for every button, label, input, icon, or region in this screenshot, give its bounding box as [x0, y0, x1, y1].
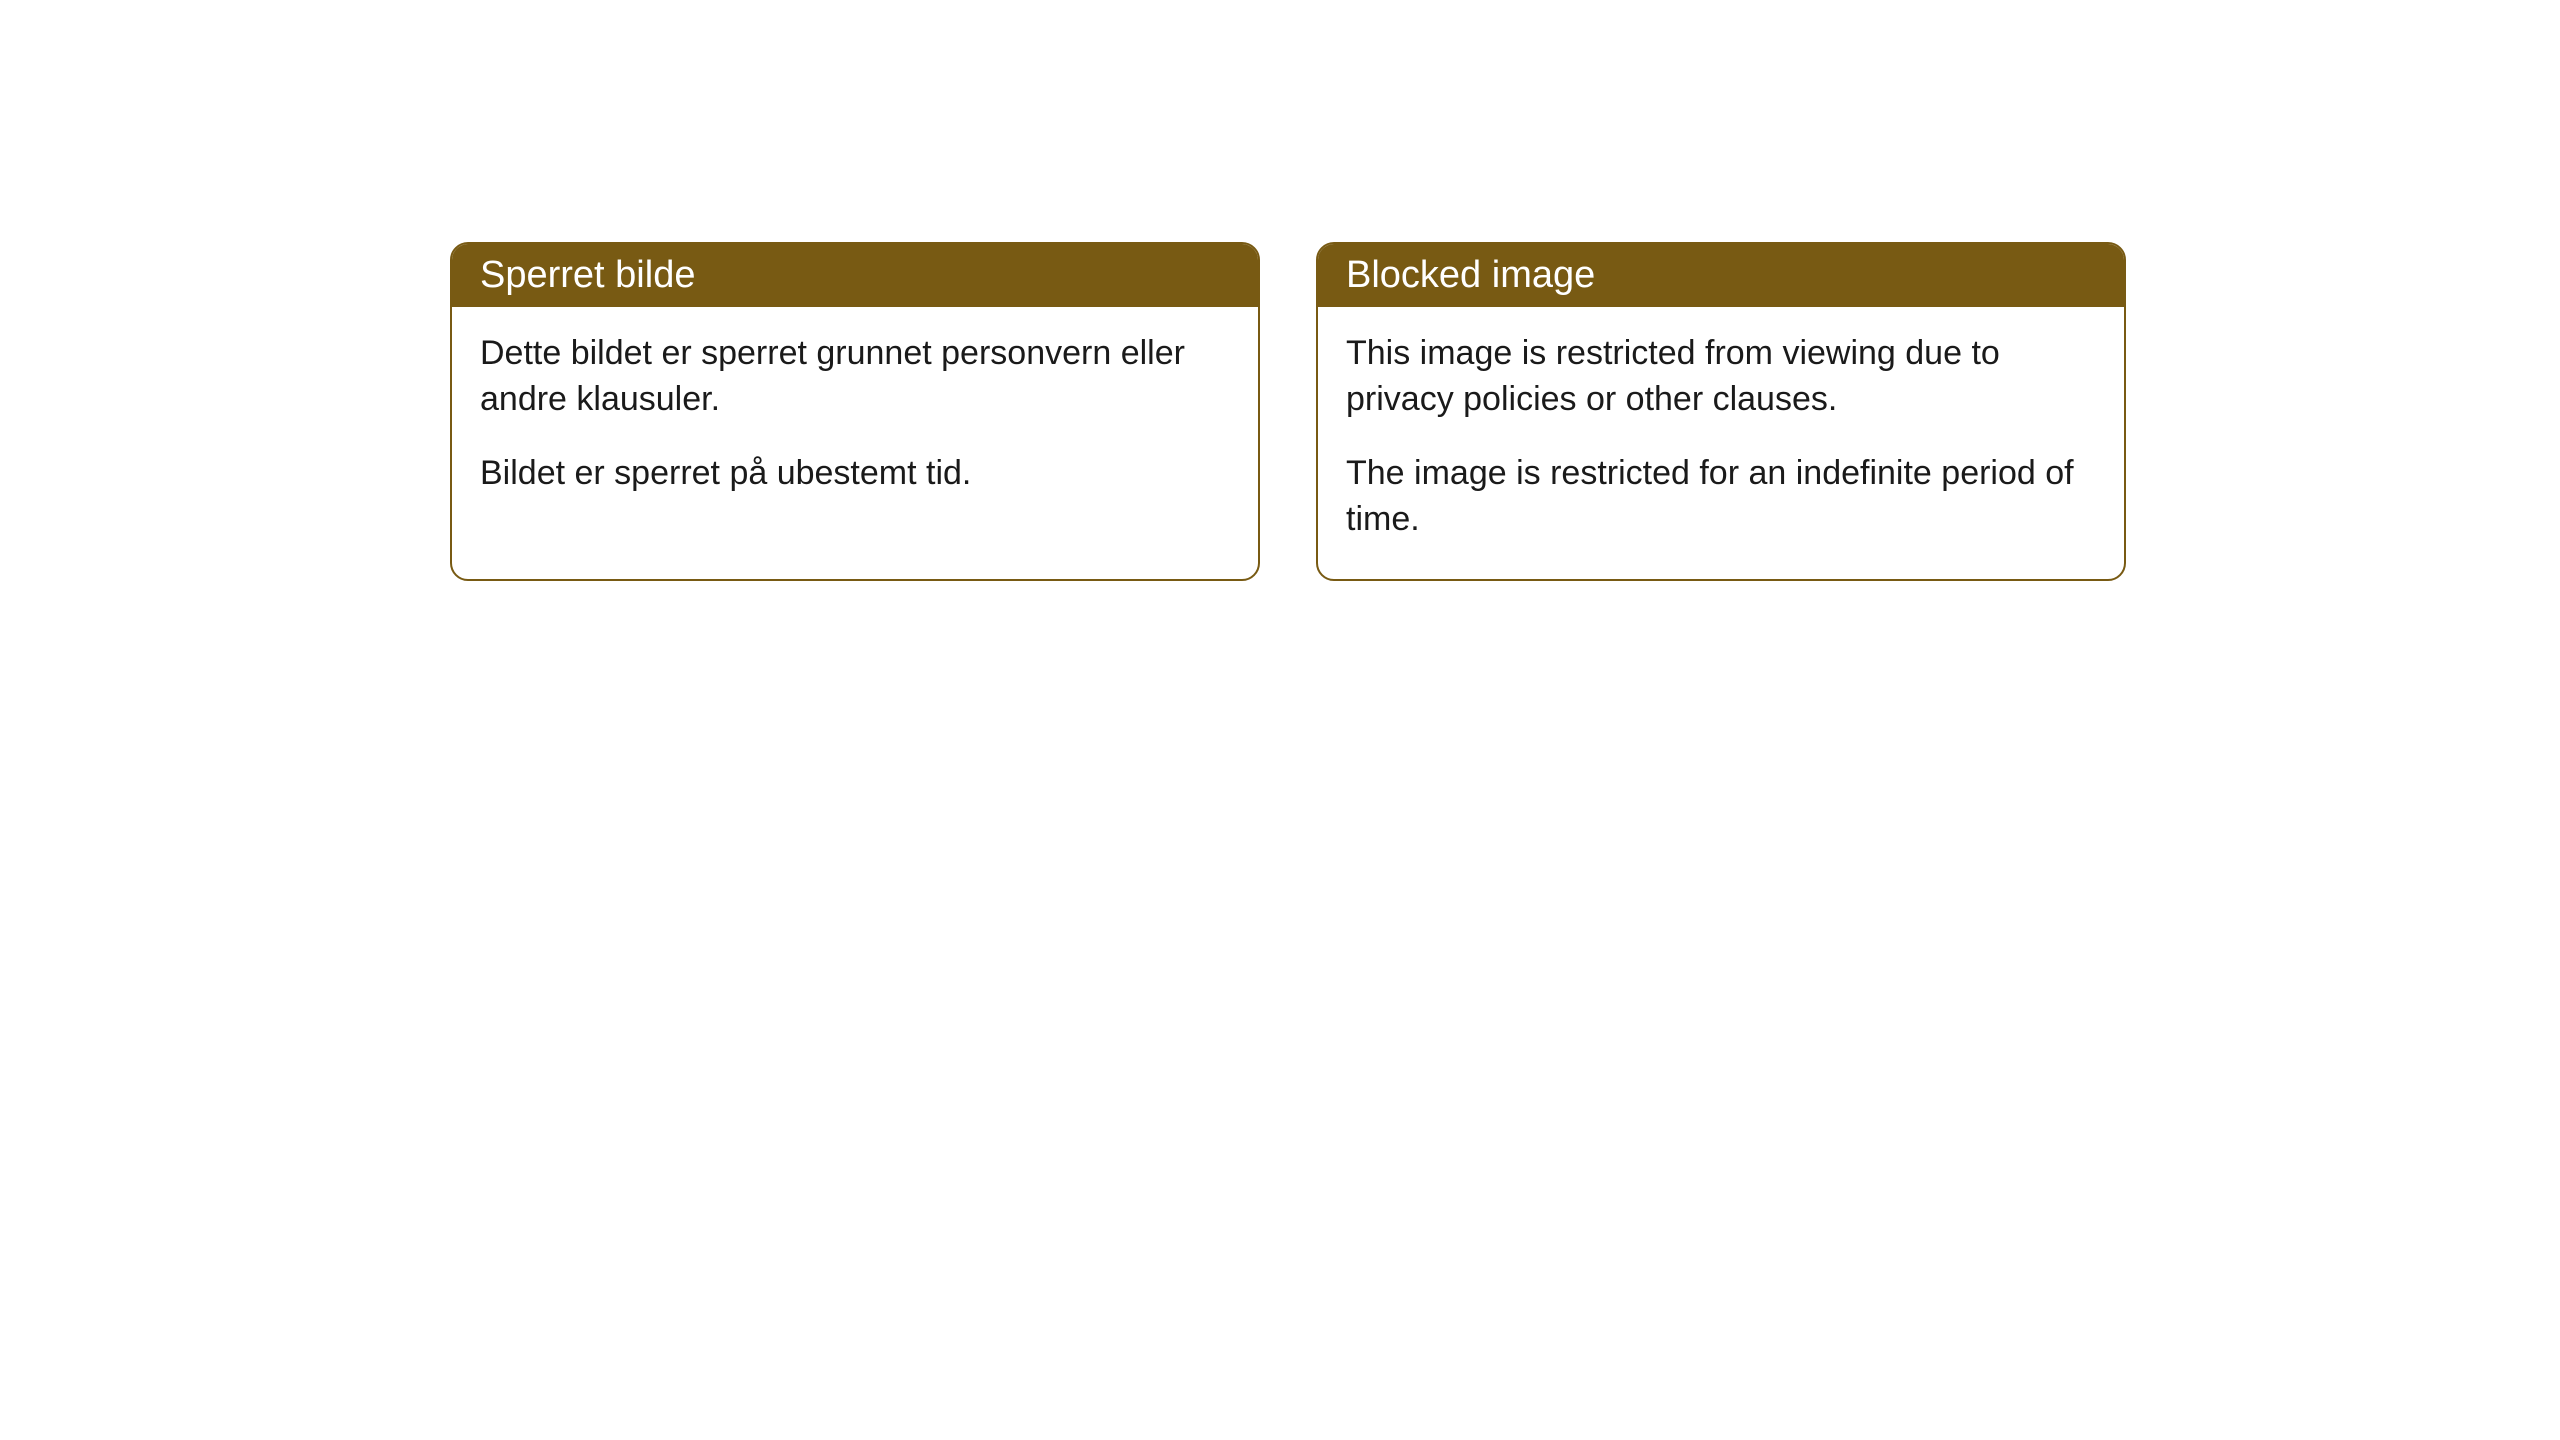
notice-card-english: Blocked image This image is restricted f… [1316, 242, 2126, 581]
card-paragraph-2-english: The image is restricted for an indefinit… [1346, 451, 2096, 543]
card-body-norwegian: Dette bildet er sperret grunnet personve… [452, 307, 1258, 533]
card-title-norwegian: Sperret bilde [480, 254, 695, 296]
card-title-english: Blocked image [1346, 254, 1595, 296]
notice-container: Sperret bilde Dette bildet er sperret gr… [0, 0, 2560, 581]
card-body-english: This image is restricted from viewing du… [1318, 307, 2124, 579]
card-header-english: Blocked image [1318, 244, 2124, 307]
card-header-norwegian: Sperret bilde [452, 244, 1258, 307]
card-paragraph-1-english: This image is restricted from viewing du… [1346, 331, 2096, 423]
card-paragraph-1-norwegian: Dette bildet er sperret grunnet personve… [480, 331, 1230, 423]
notice-card-norwegian: Sperret bilde Dette bildet er sperret gr… [450, 242, 1260, 581]
card-paragraph-2-norwegian: Bildet er sperret på ubestemt tid. [480, 451, 1230, 497]
